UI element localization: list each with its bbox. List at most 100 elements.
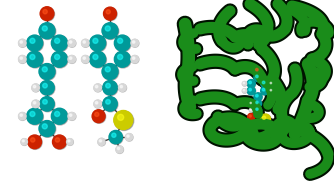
Circle shape bbox=[40, 97, 54, 111]
Circle shape bbox=[247, 80, 256, 88]
Circle shape bbox=[118, 38, 123, 43]
Circle shape bbox=[68, 39, 75, 47]
Circle shape bbox=[40, 7, 54, 20]
Circle shape bbox=[43, 83, 47, 88]
Circle shape bbox=[116, 146, 124, 153]
Circle shape bbox=[254, 74, 262, 82]
Circle shape bbox=[42, 124, 47, 129]
Circle shape bbox=[40, 81, 54, 95]
Circle shape bbox=[39, 23, 56, 40]
Circle shape bbox=[247, 87, 255, 95]
Circle shape bbox=[106, 10, 110, 14]
Circle shape bbox=[247, 87, 256, 95]
Circle shape bbox=[28, 136, 42, 149]
Circle shape bbox=[262, 116, 266, 119]
Circle shape bbox=[115, 52, 131, 68]
Circle shape bbox=[114, 111, 134, 130]
Circle shape bbox=[68, 140, 70, 142]
Circle shape bbox=[27, 108, 43, 124]
Circle shape bbox=[94, 100, 102, 108]
Circle shape bbox=[30, 111, 35, 117]
Circle shape bbox=[256, 108, 258, 110]
Circle shape bbox=[249, 81, 252, 84]
Circle shape bbox=[39, 121, 55, 136]
Circle shape bbox=[42, 67, 47, 72]
Circle shape bbox=[260, 114, 271, 124]
Circle shape bbox=[69, 57, 72, 59]
Circle shape bbox=[51, 108, 67, 124]
Circle shape bbox=[249, 88, 252, 91]
Circle shape bbox=[103, 64, 119, 80]
Circle shape bbox=[18, 112, 26, 120]
Circle shape bbox=[21, 139, 27, 145]
Circle shape bbox=[98, 138, 105, 146]
Circle shape bbox=[256, 94, 258, 97]
Circle shape bbox=[68, 113, 76, 120]
Circle shape bbox=[52, 36, 68, 52]
Circle shape bbox=[32, 100, 39, 108]
Circle shape bbox=[90, 51, 106, 67]
Circle shape bbox=[249, 108, 253, 112]
Circle shape bbox=[30, 38, 35, 43]
Circle shape bbox=[112, 133, 116, 137]
Circle shape bbox=[18, 55, 26, 63]
Circle shape bbox=[54, 54, 60, 60]
Circle shape bbox=[119, 84, 126, 91]
Circle shape bbox=[243, 89, 244, 91]
Circle shape bbox=[68, 112, 75, 120]
Circle shape bbox=[262, 81, 265, 84]
Circle shape bbox=[114, 35, 130, 51]
Circle shape bbox=[115, 36, 131, 52]
Circle shape bbox=[242, 82, 247, 86]
Circle shape bbox=[254, 67, 263, 75]
Circle shape bbox=[109, 130, 122, 144]
Circle shape bbox=[94, 84, 102, 92]
Circle shape bbox=[99, 140, 102, 142]
Circle shape bbox=[52, 135, 66, 149]
Circle shape bbox=[43, 9, 47, 14]
Circle shape bbox=[103, 97, 117, 111]
Circle shape bbox=[83, 57, 86, 59]
Circle shape bbox=[110, 131, 123, 144]
Circle shape bbox=[68, 55, 75, 63]
Circle shape bbox=[270, 89, 272, 91]
Circle shape bbox=[261, 80, 269, 88]
Circle shape bbox=[39, 121, 56, 137]
Circle shape bbox=[21, 139, 28, 145]
Circle shape bbox=[118, 54, 123, 60]
Circle shape bbox=[254, 67, 262, 75]
Circle shape bbox=[132, 41, 135, 43]
Circle shape bbox=[19, 56, 26, 63]
Circle shape bbox=[104, 8, 117, 21]
Circle shape bbox=[132, 57, 135, 59]
Circle shape bbox=[90, 35, 106, 51]
Circle shape bbox=[20, 41, 22, 43]
Circle shape bbox=[103, 97, 118, 112]
Circle shape bbox=[27, 35, 43, 51]
Circle shape bbox=[95, 112, 99, 116]
Circle shape bbox=[262, 88, 265, 91]
Circle shape bbox=[114, 51, 130, 67]
Circle shape bbox=[261, 87, 269, 95]
Circle shape bbox=[127, 135, 129, 137]
Circle shape bbox=[243, 82, 244, 84]
Circle shape bbox=[53, 136, 67, 149]
Circle shape bbox=[119, 84, 127, 92]
Circle shape bbox=[20, 114, 22, 116]
Circle shape bbox=[261, 87, 269, 95]
Circle shape bbox=[249, 102, 253, 105]
Circle shape bbox=[54, 111, 60, 117]
Circle shape bbox=[27, 51, 43, 67]
Circle shape bbox=[103, 23, 119, 40]
Circle shape bbox=[39, 64, 55, 80]
Circle shape bbox=[131, 55, 139, 63]
Circle shape bbox=[43, 100, 47, 104]
Circle shape bbox=[94, 84, 102, 91]
Circle shape bbox=[82, 40, 90, 47]
Circle shape bbox=[93, 110, 106, 123]
Circle shape bbox=[27, 36, 43, 52]
Circle shape bbox=[255, 100, 262, 108]
Circle shape bbox=[103, 81, 118, 96]
Circle shape bbox=[116, 146, 123, 153]
Circle shape bbox=[269, 81, 274, 86]
